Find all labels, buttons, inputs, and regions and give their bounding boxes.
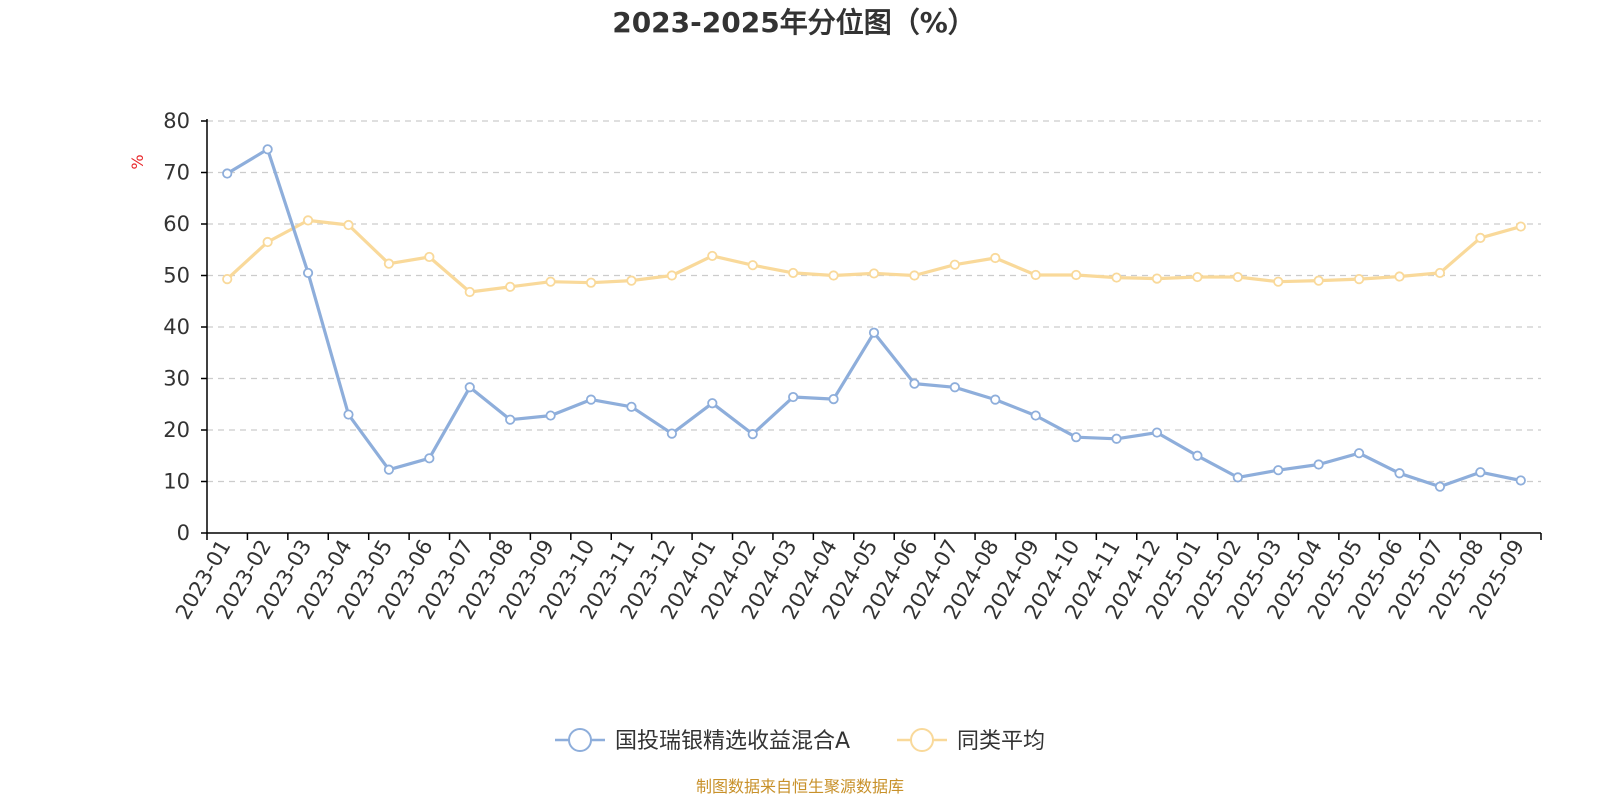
data-point[interactable] [505, 281, 516, 292]
data-point[interactable] [585, 394, 597, 405]
legend-item-0[interactable]: 国投瑞银精选收益混合A [555, 728, 850, 754]
data-point[interactable] [1192, 450, 1203, 461]
data-point[interactable] [1232, 472, 1243, 483]
y-tick-label: 40 [163, 315, 190, 339]
data-point[interactable] [383, 258, 395, 269]
data-point[interactable] [1475, 232, 1486, 244]
legend-label: 同类平均 [957, 729, 1045, 754]
y-axis-unit-label: % [128, 154, 147, 169]
data-point[interactable] [1071, 269, 1082, 281]
data-point[interactable] [990, 394, 1001, 405]
data-point[interactable] [949, 259, 960, 270]
data-point[interactable] [222, 168, 233, 179]
data-point[interactable] [1313, 275, 1324, 286]
data-point[interactable] [1353, 448, 1365, 459]
data-point[interactable] [1273, 276, 1284, 287]
data-point[interactable] [1030, 269, 1041, 281]
y-tick-label: 60 [163, 212, 190, 236]
data-point[interactable] [302, 267, 314, 279]
data-point[interactable] [545, 410, 556, 421]
data-point[interactable] [464, 382, 475, 393]
data-point[interactable] [1394, 468, 1405, 479]
data-point[interactable] [1353, 274, 1365, 285]
y-tick-label: 80 [163, 109, 190, 133]
data-point[interactable] [747, 260, 758, 271]
series-0 [222, 144, 1526, 492]
data-point[interactable] [828, 270, 839, 281]
data-point[interactable] [1071, 432, 1082, 443]
data-point[interactable] [505, 414, 516, 425]
legend-item-1[interactable]: 同类平均 [897, 728, 1045, 754]
series-line [226, 218, 1522, 294]
data-point[interactable] [1515, 475, 1526, 486]
data-point[interactable] [1111, 272, 1122, 283]
data-point[interactable] [666, 270, 677, 281]
data-point[interactable] [707, 398, 718, 409]
data-point[interactable] [1192, 271, 1203, 283]
data-point[interactable] [990, 252, 1001, 264]
data-point[interactable] [868, 327, 880, 338]
data-point[interactable] [828, 393, 839, 405]
data-point[interactable] [424, 453, 435, 464]
series-line [226, 147, 1522, 489]
data-point[interactable] [909, 270, 920, 281]
data-point[interactable] [1475, 467, 1486, 478]
grid-lines [207, 120, 1541, 483]
y-tick-label: 0 [177, 521, 190, 545]
data-point[interactable] [343, 219, 354, 231]
data-point[interactable] [788, 267, 799, 279]
data-point[interactable] [626, 275, 637, 286]
legend-label: 国投瑞银精选收益混合A [615, 729, 850, 754]
data-point[interactable] [1111, 433, 1122, 444]
data-point[interactable] [626, 401, 637, 412]
data-point[interactable] [1151, 427, 1163, 438]
data-point[interactable] [1030, 410, 1041, 421]
y-tick-label: 70 [163, 161, 190, 185]
data-point[interactable] [222, 274, 233, 285]
y-tick-label: 50 [163, 264, 190, 288]
data-point[interactable] [1515, 221, 1526, 232]
data-point[interactable] [949, 382, 960, 393]
data-point[interactable] [788, 391, 799, 403]
data-point[interactable] [262, 144, 273, 155]
data-point[interactable] [1434, 481, 1446, 492]
y-tick-label: 10 [163, 470, 190, 494]
data-point[interactable] [1232, 271, 1243, 283]
y-tick-label: 20 [163, 418, 190, 442]
chart-title: 2023-2025年分位图（%） [612, 6, 976, 39]
legend-marker [568, 728, 592, 752]
y-tick-label: 30 [163, 367, 190, 391]
data-point[interactable] [868, 268, 880, 279]
data-point[interactable] [545, 276, 556, 287]
data-point[interactable] [262, 236, 273, 248]
data-point[interactable] [424, 251, 435, 263]
data-point[interactable] [302, 215, 314, 226]
data-point[interactable] [1434, 267, 1446, 279]
data-point[interactable] [909, 378, 920, 389]
data-point[interactable] [1313, 459, 1324, 470]
source-note: 制图数据来自恒生聚源数据库 [696, 777, 904, 796]
data-point[interactable] [464, 286, 475, 298]
data-point[interactable] [343, 409, 354, 420]
data-point[interactable] [747, 429, 758, 440]
data-point[interactable] [666, 428, 677, 439]
data-point[interactable] [1394, 271, 1405, 282]
legend-marker [910, 728, 934, 752]
series-lines [222, 144, 1526, 492]
data-point[interactable] [1151, 273, 1163, 284]
data-point[interactable] [383, 464, 395, 475]
data-point[interactable] [1273, 465, 1284, 476]
legend[interactable]: 国投瑞银精选收益混合A 同类平均 [555, 728, 1045, 754]
series-1 [222, 215, 1526, 298]
data-point[interactable] [707, 250, 718, 262]
data-point[interactable] [585, 277, 597, 288]
